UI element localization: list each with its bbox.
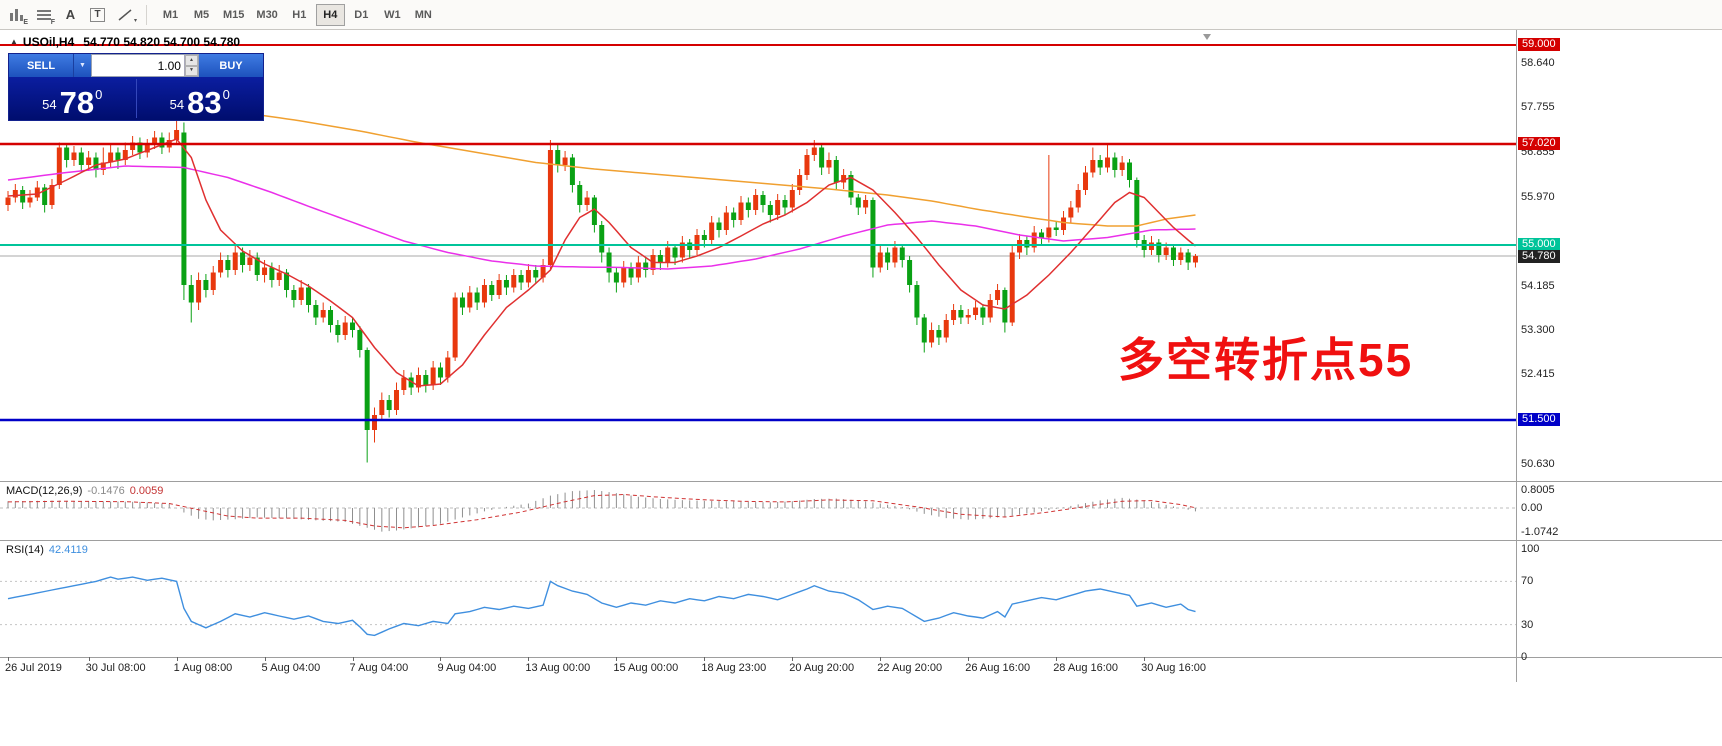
volume-decrease-icon[interactable]: ▼	[184, 65, 198, 76]
timeframe-w1-button[interactable]: W1	[378, 4, 407, 26]
macd-signal-value: 0.0059	[129, 485, 164, 497]
timeframe-m1-button[interactable]: M1	[156, 4, 185, 26]
rsi-value: 42.4119	[48, 544, 88, 556]
bid-pips: 78	[59, 85, 95, 120]
bid-big-figure: 54	[42, 97, 57, 112]
volume-spinner: ▲ ▼	[183, 55, 198, 76]
chart-annotation-text: 多空转折点55	[1118, 334, 1414, 386]
trendline-tool-icon[interactable]: ▾	[111, 3, 138, 27]
drawing-tools-group: E F A T ▾	[3, 0, 138, 29]
pane-separator	[0, 657, 1722, 658]
pane-separator	[0, 540, 1722, 541]
toolbar: E F A T ▾ M1 M5 M15 M30 H1 H4 D1 W1 MN	[0, 0, 1722, 30]
sell-button[interactable]: SELL	[9, 54, 73, 77]
ma-mid-magenta	[7, 165, 1196, 270]
bid-price-button[interactable]: 54 78 0	[9, 77, 136, 120]
chart-lines-icon[interactable]: F	[30, 3, 57, 27]
ask-big-figure: 54	[169, 97, 185, 112]
timeframe-group: M1 M5 M15 M30 H1 H4 D1 W1 MN	[155, 0, 439, 29]
chart-shift-marker-icon	[1203, 34, 1211, 40]
macd-indicator-canvas[interactable]	[0, 482, 1516, 540]
rsi-name: RSI(14)	[6, 544, 44, 556]
time-axis[interactable]	[0, 658, 1516, 682]
macd-value: -0.1476	[87, 485, 125, 497]
price-axis-separator	[1516, 30, 1517, 682]
bid-pipette: 0	[95, 87, 103, 102]
timeframe-mn-button[interactable]: MN	[409, 4, 438, 26]
timeframe-m30-button[interactable]: M30	[251, 4, 282, 26]
ask-pips: 83	[187, 85, 222, 120]
chart-candles-icon[interactable]: E	[3, 3, 30, 27]
one-click-toggle-icon[interactable]: ▲	[10, 37, 18, 46]
price-divider	[135, 79, 137, 118]
rsi-indicator-canvas[interactable]	[0, 541, 1516, 657]
order-controls-row: SELL ▼ ▲ ▼ BUY	[9, 54, 263, 77]
order-options-caret-icon[interactable]: ▼	[73, 54, 91, 77]
chart-title: ▲ USOil,H4 54.770 54.820 54.700 54.780	[10, 35, 240, 49]
timeframe-d1-button[interactable]: D1	[347, 4, 376, 26]
toolbar-separator	[146, 4, 147, 25]
rsi-indicator-label: RSI(14) 42.4119	[6, 544, 88, 556]
price-chart-canvas[interactable]	[0, 30, 1516, 481]
volume-input[interactable]	[92, 55, 184, 76]
pane-separator	[0, 481, 1722, 482]
macd-name: MACD(12,26,9)	[6, 485, 83, 497]
volume-box: ▲ ▼	[91, 54, 199, 77]
ma-fast-red	[7, 138, 1196, 387]
font-tool-icon[interactable]: A	[57, 3, 84, 27]
price-axis[interactable]	[1516, 30, 1722, 658]
ask-price-button[interactable]: 54 83 0	[137, 77, 264, 120]
timeframe-m5-button[interactable]: M5	[187, 4, 216, 26]
buy-button[interactable]: BUY	[199, 54, 263, 77]
ohlc-values: 54.770 54.820 54.700 54.780	[83, 35, 241, 49]
order-prices-row: 54 78 0 54 83 0	[9, 77, 263, 120]
timeframe-m15-button[interactable]: M15	[218, 4, 249, 26]
ask-pipette: 0	[222, 87, 230, 102]
text-box-tool-icon[interactable]: T	[84, 3, 111, 27]
timeframe-h4-button[interactable]: H4	[315, 3, 345, 26]
volume-increase-icon[interactable]: ▲	[184, 55, 198, 66]
macd-indicator-label: MACD(12,26,9) -0.1476 0.0059	[6, 485, 163, 497]
timeframe-h1-button[interactable]: H1	[285, 4, 314, 26]
symbol-label: USOil,H4	[22, 35, 75, 49]
